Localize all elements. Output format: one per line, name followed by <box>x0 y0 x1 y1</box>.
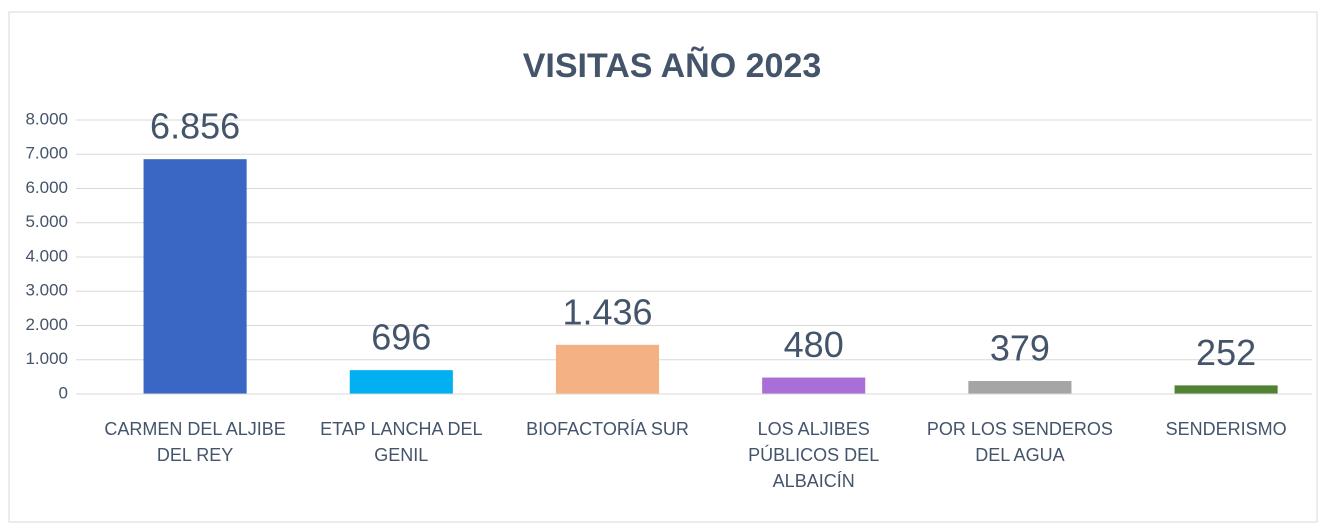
value-label: 696 <box>371 317 431 358</box>
bar <box>555 344 660 394</box>
y-tick-label: 8.000 <box>25 109 68 128</box>
value-label: 6.856 <box>150 106 240 147</box>
bar <box>968 381 1072 394</box>
y-tick-label: 0 <box>59 383 68 402</box>
x-tick-label: ETAP LANCHA DEL GENIL <box>320 419 483 465</box>
x-tick-label: POR LOS SENDEROS DEL AGUA <box>926 419 1113 465</box>
value-label: 379 <box>990 328 1050 369</box>
x-tick-label: CARMEN DEL ALJIBE DEL REY <box>104 419 286 465</box>
y-tick-label: 6.000 <box>25 178 68 197</box>
chart-title: VISITAS AÑO 2023 <box>523 47 822 85</box>
bar <box>1174 385 1278 394</box>
x-tick-label: BIOFACTORÍA SUR <box>526 419 689 439</box>
y-tick-label: 1.000 <box>25 349 68 368</box>
y-tick-label: 4.000 <box>25 246 68 265</box>
value-label: 480 <box>784 324 844 365</box>
value-label: 252 <box>1196 332 1256 373</box>
bar <box>762 377 866 394</box>
value-label: 1.436 <box>562 291 652 332</box>
y-tick-label: 5.000 <box>25 212 68 231</box>
x-tick-label: LOS ALJIBES PÚBLICOS DEL ALBAICÍN <box>748 419 880 491</box>
bar <box>143 159 247 394</box>
y-tick-label: 2.000 <box>25 315 68 334</box>
bar <box>349 370 453 394</box>
y-tick-label: 3.000 <box>25 281 68 300</box>
y-tick-label: 7.000 <box>25 144 68 163</box>
x-tick-label: SENDERISMO <box>1165 419 1287 439</box>
